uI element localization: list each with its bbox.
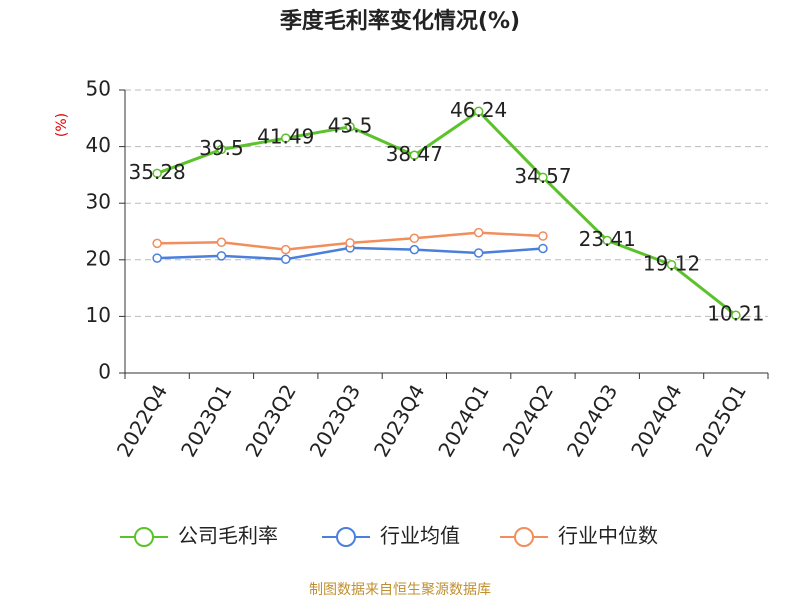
data-point (602, 235, 612, 246)
x-tick-label: 2024Q3 (562, 380, 622, 461)
chart-title: 季度毛利率变化情况(%) (280, 8, 520, 34)
data-point (538, 243, 548, 254)
x-tick-label: 2023Q1 (176, 380, 236, 461)
data-point (152, 238, 162, 249)
y-tick-label: 50 (86, 77, 111, 101)
data-point (216, 251, 227, 261)
data-point (345, 122, 355, 132)
data-label: 46.24 (450, 98, 507, 122)
data-point (409, 150, 420, 161)
data-point (473, 106, 484, 117)
x-tick-label: 2023Q3 (305, 380, 365, 461)
data-point (152, 168, 162, 179)
data-label: 38.47 (386, 142, 443, 166)
x-tick-label: 2024Q2 (498, 380, 558, 461)
data-point (409, 233, 420, 244)
data-point (538, 231, 548, 241)
source-note: 制图数据来自恒生聚源数据库 (309, 582, 491, 598)
legend-marker (336, 527, 356, 547)
y-tick-label: 20 (86, 246, 111, 270)
x-tick-label: 2023Q2 (240, 380, 300, 461)
data-point (731, 310, 741, 320)
data-point (345, 238, 355, 248)
data-point (409, 244, 420, 255)
y-tick-label: 10 (86, 303, 111, 327)
legend-marker (134, 527, 154, 547)
legend-marker (514, 527, 534, 547)
data-point (281, 133, 291, 143)
legend-label: 公司毛利率 (178, 524, 278, 548)
x-tick-label: 2024Q4 (626, 380, 686, 461)
y-tick-label: 40 (86, 133, 111, 157)
x-tick-label: 2022Q4 (112, 380, 172, 461)
series-line (156, 109, 737, 317)
data-label: 10.21 (707, 302, 764, 326)
y-tick-label: 30 (86, 190, 111, 214)
x-tick-label: 2023Q4 (369, 380, 429, 461)
data-point (473, 227, 484, 238)
data-point (281, 244, 291, 255)
data-label: 23.41 (579, 227, 636, 251)
legend-label: 行业均值 (380, 524, 460, 548)
data-label: 35.28 (129, 160, 186, 184)
data-point (666, 260, 677, 270)
data-point (538, 172, 548, 183)
legend-label: 行业中位数 (558, 524, 658, 548)
data-point (281, 254, 291, 264)
y-tick-label: 0 (98, 360, 111, 384)
data-label: 39.5 (199, 136, 244, 160)
data-point (216, 237, 227, 248)
data-point (152, 253, 162, 263)
data-label: 34.57 (514, 164, 571, 188)
y-axis-label: (%) (54, 113, 70, 137)
x-tick-label: 2024Q1 (433, 380, 493, 461)
data-label: 43.5 (328, 113, 373, 137)
data-label: 41.49 (257, 125, 314, 149)
data-point (473, 248, 484, 258)
x-tick-label: 2025Q1 (690, 380, 750, 461)
data-label: 19.12 (643, 251, 700, 275)
data-point (216, 144, 227, 155)
